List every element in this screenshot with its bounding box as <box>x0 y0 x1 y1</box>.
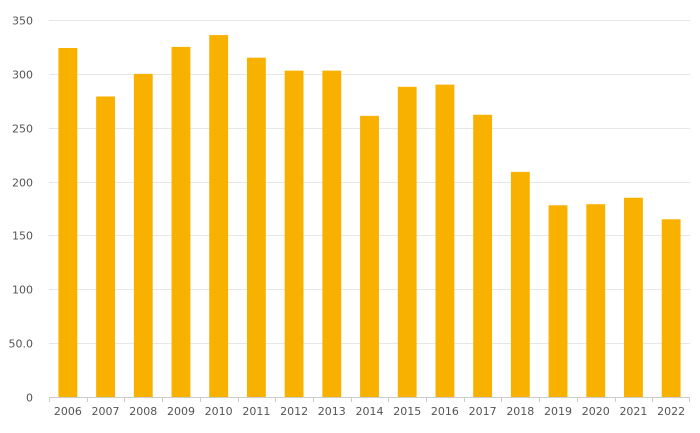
x-tick-label: 2009 <box>167 405 195 418</box>
x-tick-label: 2014 <box>356 405 384 418</box>
bar-2009 <box>171 46 191 398</box>
x-tick-label: 2006 <box>54 405 82 418</box>
bar-2021 <box>624 197 643 397</box>
x-tick-label: 2013 <box>318 405 346 418</box>
bar-2020 <box>586 204 606 397</box>
y-axis-ticks: 0 50.0 100 150 200 250 300 350 <box>9 15 34 405</box>
bars <box>58 35 681 398</box>
x-tick-label: 2007 <box>92 405 120 418</box>
x-tick-label: 2017 <box>469 405 497 418</box>
bar-2008 <box>133 73 153 397</box>
bar-2010 <box>209 35 229 397</box>
x-axis: 2006 2007 2008 2009 2010 2011 2012 2013 2014 2015… <box>49 397 690 418</box>
bar-2022 <box>661 219 681 397</box>
bar-2007 <box>96 96 115 397</box>
y-tick-label: 50.0 <box>9 338 34 351</box>
x-tick-label: 2015 <box>393 405 421 418</box>
x-tick-label: 2018 <box>506 405 534 418</box>
bar-2012 <box>284 70 304 397</box>
y-tick-label: 250 <box>12 123 33 136</box>
x-tick-label: 2008 <box>129 405 157 418</box>
y-tick-label: 0 <box>26 392 33 405</box>
x-tick-label: 2022 <box>657 405 685 418</box>
bar-2014 <box>360 115 379 397</box>
bar-2017 <box>473 114 493 397</box>
x-tick-label: 2020 <box>582 405 610 418</box>
x-tick-label: 2019 <box>544 405 572 418</box>
bar-2019 <box>548 205 568 397</box>
x-tick-label: 2011 <box>242 405 270 418</box>
y-tick-label: 350 <box>12 15 33 28</box>
bar-2018 <box>510 171 530 397</box>
x-tick-label: 2016 <box>431 405 459 418</box>
x-tick-label: 2010 <box>205 405 233 418</box>
bar-2006 <box>58 48 78 398</box>
bar-2011 <box>246 57 266 397</box>
bar-2015 <box>397 86 417 397</box>
y-tick-label: 150 <box>12 230 33 243</box>
x-tick-label: 2012 <box>280 405 308 418</box>
bar-2016 <box>435 84 455 397</box>
bar-2013 <box>322 70 342 397</box>
x-tick-label: 2021 <box>619 405 647 418</box>
y-tick-label: 100 <box>12 284 33 297</box>
y-tick-label: 200 <box>12 177 33 190</box>
y-tick-label: 300 <box>12 69 33 82</box>
